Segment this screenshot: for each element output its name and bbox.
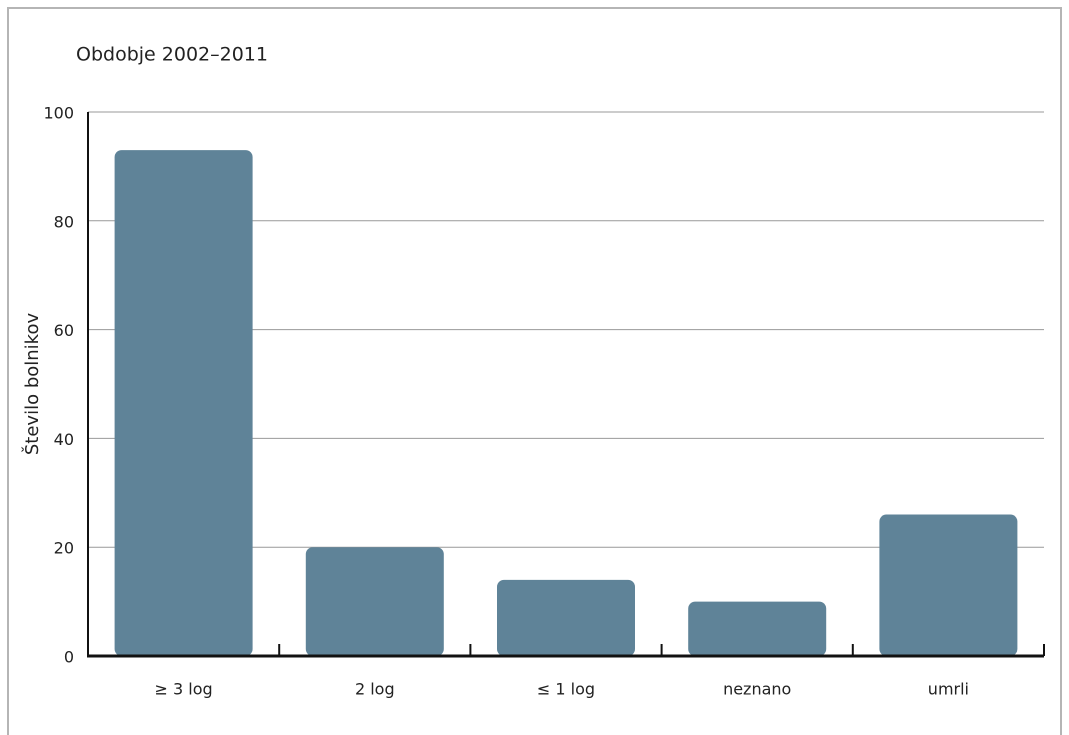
- y-tick-label: 100: [43, 104, 74, 123]
- frame: [7, 7, 1062, 735]
- y-tick-label: 40: [54, 430, 74, 449]
- y-tick-label: 20: [54, 539, 74, 558]
- x-tick-label: ≥ 3 log: [155, 680, 213, 699]
- y-tick-label: 60: [54, 321, 74, 340]
- bar: [114, 150, 253, 656]
- x-tick-label: 2 log: [355, 680, 395, 699]
- x-tick-label: neznano: [723, 680, 791, 699]
- bar: [305, 547, 444, 656]
- chart-title: Obdobje 2002–2011: [76, 44, 268, 66]
- bar: [497, 579, 635, 656]
- bar: [879, 514, 1018, 656]
- y-tick-label: 80: [54, 212, 74, 231]
- x-tick-label: ≤ 1 log: [537, 680, 595, 699]
- y-axis-label: Število bolnikov: [21, 313, 43, 456]
- y-tick-label: 0: [64, 648, 74, 667]
- x-tick-label: umrli: [928, 680, 969, 699]
- bar: [688, 601, 827, 656]
